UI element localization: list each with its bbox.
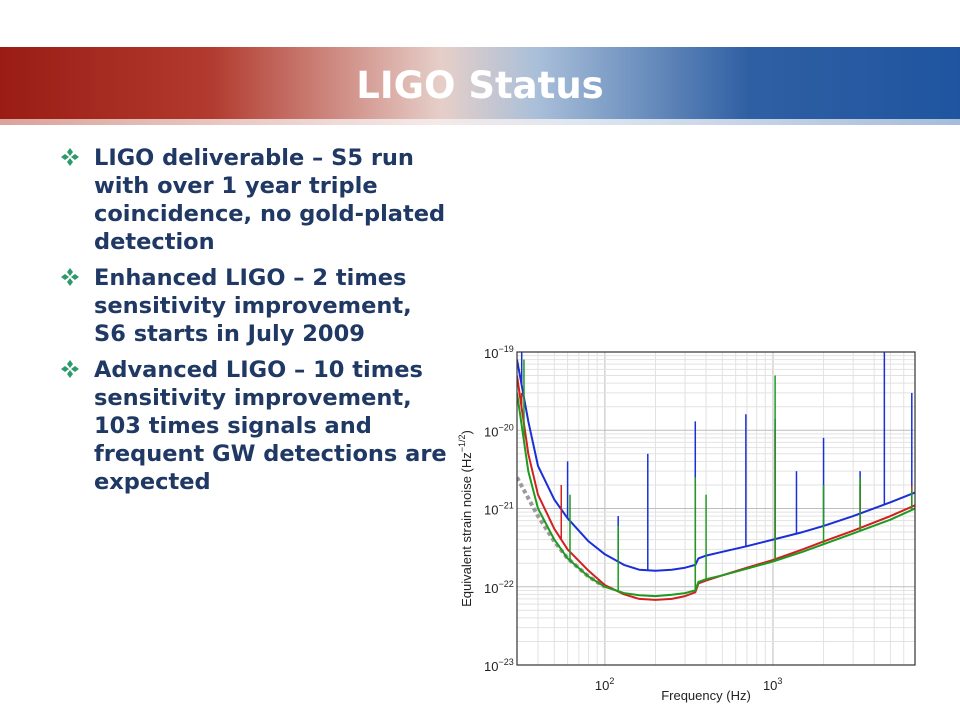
title-banner (0, 47, 960, 119)
y-tick-label-exponent: −21 (498, 501, 513, 511)
bullet-list: LIGO deliverable – S5 run with over 1 ye… (60, 144, 450, 504)
y-tick-label-base: 10 (484, 424, 498, 439)
y-axis-label-exponent: −1/2 (457, 434, 467, 452)
y-tick-label: 10−22 (484, 579, 514, 596)
title-banner-underline (0, 119, 960, 125)
y-tick-label: 10−20 (484, 422, 514, 439)
series-2 (517, 359, 915, 598)
y-tick-label: 10−23 (484, 657, 514, 674)
x-tick-label-exponent: 3 (777, 676, 782, 686)
x-tick-label: 102 (595, 676, 614, 693)
bullet-item: LIGO deliverable – S5 run with over 1 ye… (60, 144, 450, 256)
x-tick-label-exponent: 2 (609, 676, 614, 686)
four-diamond-star-icon (61, 360, 79, 378)
series-line (517, 375, 915, 601)
y-axis-label: Equivalent strain noise (Hz−1/2) (457, 430, 474, 607)
y-tick-label-base: 10 (484, 659, 498, 674)
y-tick-label: 10−19 (484, 344, 514, 361)
y-tick-label-exponent: −19 (498, 344, 513, 354)
y-tick-label-base: 10 (484, 503, 498, 518)
x-tick-label: 103 (763, 676, 782, 693)
plot-frame (516, 351, 916, 666)
x-tick-label-base: 10 (763, 678, 777, 693)
four-diamond-star-icon (61, 268, 79, 286)
bullet-text: LIGO deliverable – S5 run with over 1 ye… (94, 145, 446, 255)
bullet-text: Advanced LIGO – 10 times sensitivity imp… (94, 357, 447, 495)
y-tick-label-base: 10 (484, 581, 498, 596)
page-title: LIGO Status (356, 64, 604, 107)
y-tick-label-exponent: −23 (498, 657, 513, 667)
series-line (517, 359, 915, 572)
grid-lines (516, 351, 916, 666)
bullet-item: Enhanced LIGO – 2 times sensitivity impr… (60, 264, 450, 348)
x-axis-label: Frequency (Hz) (661, 688, 751, 703)
y-tick-label-exponent: −20 (498, 422, 513, 432)
x-tick-label-base: 10 (595, 678, 609, 693)
series-line (517, 392, 915, 598)
four-diamond-star-icon (61, 148, 79, 166)
y-axis-label-text: Equivalent strain noise (Hz (459, 452, 474, 607)
y-tick-label: 10−21 (484, 501, 514, 518)
bullet-item: Advanced LIGO – 10 times sensitivity imp… (60, 356, 450, 496)
y-tick-label-exponent: −22 (498, 579, 513, 589)
bullet-text: Enhanced LIGO – 2 times sensitivity impr… (94, 265, 412, 347)
y-tick-label-base: 10 (484, 346, 498, 361)
y-axis-label-close: ) (459, 430, 474, 434)
